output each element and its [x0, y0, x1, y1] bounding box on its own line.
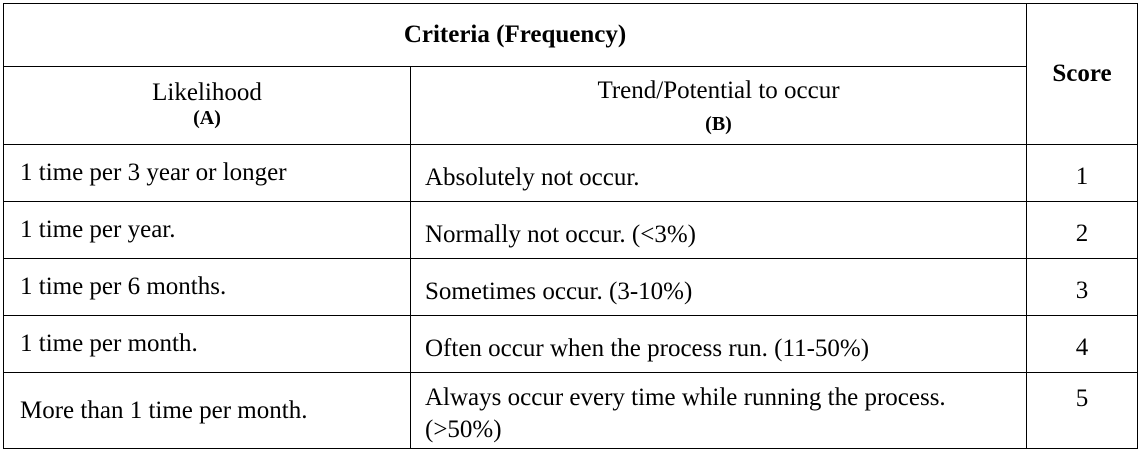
frequency-criteria-table: Criteria (Frequency) Score Likelihood (A…	[2, 3, 1139, 449]
score-value: 4	[1075, 334, 1089, 361]
likelihood-cell: 1 time per 3 year or longer	[3, 144, 411, 202]
trend-text: Normally not occur. (<3%)	[425, 221, 696, 248]
criteria-header: Criteria (Frequency)	[2, 3, 1028, 67]
trend-cell: Sometimes occur. (3-10%)	[409, 258, 1028, 316]
score-cell: 3	[1026, 258, 1139, 316]
score-header: Score	[1026, 3, 1139, 145]
trend-header-code: (B)	[705, 113, 732, 135]
trend-text: Absolutely not occur.	[425, 164, 640, 191]
trend-cell: Always occur every time while running th…	[409, 372, 1028, 449]
table-row: 1 time per 6 months. Sometimes occur. (3…	[3, 258, 1139, 316]
likelihood-cell: 1 time per 6 months.	[3, 258, 411, 316]
table-row: 1 time per year. Normally not occur. (<3…	[3, 201, 1139, 259]
table-row: 1 time per 3 year or longer Absolutely n…	[3, 144, 1139, 202]
trend-text: Often occur when the process run. (11-50…	[425, 335, 870, 362]
trend-cell: Absolutely not occur.	[409, 144, 1028, 202]
likelihood-header-label: Likelihood	[152, 79, 262, 106]
likelihood-header-code: (A)	[193, 107, 221, 129]
score-value: 2	[1075, 220, 1089, 247]
trend-text: Always occur every time while running th…	[425, 384, 946, 443]
score-value: 1	[1075, 163, 1089, 190]
trend-header: Trend/Potential to occur (B)	[409, 66, 1028, 145]
trend-cell: Often occur when the process run. (11-50…	[409, 315, 1028, 373]
likelihood-header: Likelihood (A)	[3, 66, 411, 145]
table-row: 1 time per month. Often occur when the p…	[3, 315, 1139, 373]
table-row: More than 1 time per month. Always occur…	[3, 372, 1139, 449]
trend-cell: Normally not occur. (<3%)	[409, 201, 1028, 259]
score-cell: 4	[1026, 315, 1139, 373]
trend-text: Sometimes occur. (3-10%)	[425, 278, 693, 305]
trend-header-label: Trend/Potential to occur	[597, 77, 840, 104]
likelihood-cell: More than 1 time per month.	[3, 372, 411, 449]
header-row-sub: Likelihood (A) Trend/Potential to occur …	[3, 66, 1138, 145]
header-row-main: Criteria (Frequency) Score	[2, 3, 1139, 145]
score-cell: 5	[1026, 372, 1139, 449]
score-cell: 2	[1026, 201, 1139, 259]
score-value: 5	[1075, 385, 1089, 412]
likelihood-cell: 1 time per month.	[3, 315, 411, 373]
likelihood-cell: 1 time per year.	[3, 201, 411, 259]
score-value: 3	[1075, 277, 1089, 304]
score-cell: 1	[1026, 144, 1139, 202]
